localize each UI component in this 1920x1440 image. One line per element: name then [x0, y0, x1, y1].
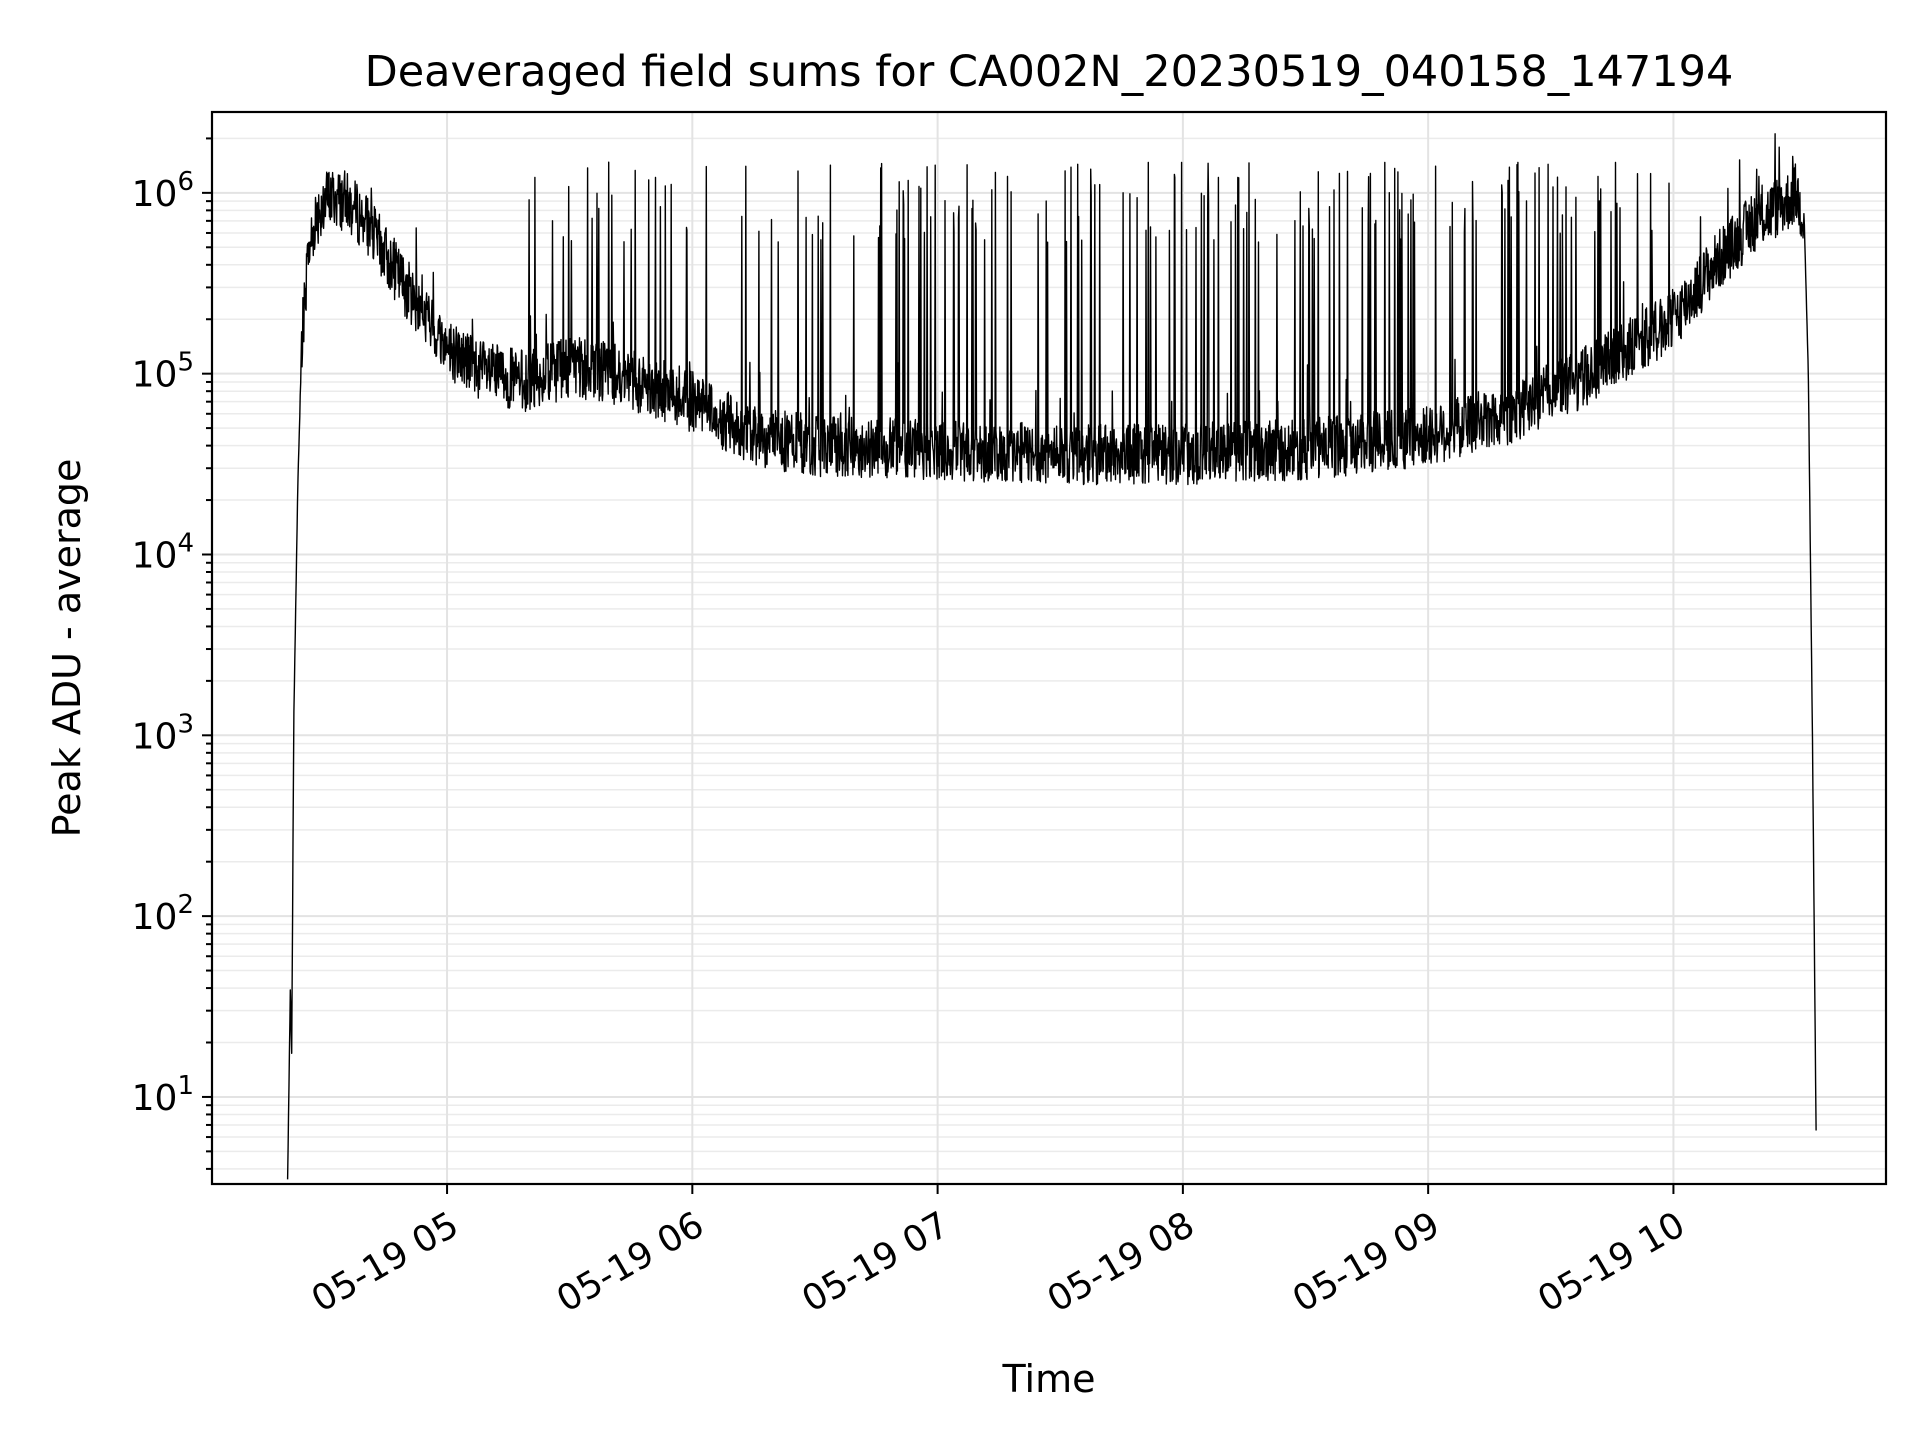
y-tick-label: 104 [132, 528, 194, 576]
y-tick-label: 105 [132, 348, 194, 396]
x-tick-label: 05-19 09 [1286, 1204, 1447, 1320]
x-tick-label: 05-19 08 [1041, 1204, 1202, 1320]
y-tick-label: 102 [132, 890, 194, 938]
y-tick-label: 101 [132, 1071, 194, 1119]
x-tick-label: 05-19 07 [795, 1204, 956, 1320]
y-tick-label: 106 [132, 167, 194, 215]
y-axis-label: Peak ADU - average [45, 459, 89, 838]
y-axis: 101 102 103 104 105 106 [132, 137, 212, 1170]
grid [212, 112, 1886, 1184]
x-tick-label: 05-19 06 [550, 1204, 711, 1320]
x-tick-label: 05-19 10 [1531, 1204, 1692, 1320]
y-tick-label: 103 [132, 709, 194, 757]
plot-frame [210, 110, 1888, 1186]
chart-title: Deaveraged field sums for CA002N_2023051… [365, 47, 1734, 97]
x-tick-label: 05-19 05 [305, 1204, 466, 1320]
x-axis-label: Time [1002, 1357, 1096, 1401]
series-line [286, 133, 1817, 1180]
x-axis: 05-19 05 05-19 06 05-19 07 05-19 08 05-19 09… [305, 1184, 1692, 1321]
